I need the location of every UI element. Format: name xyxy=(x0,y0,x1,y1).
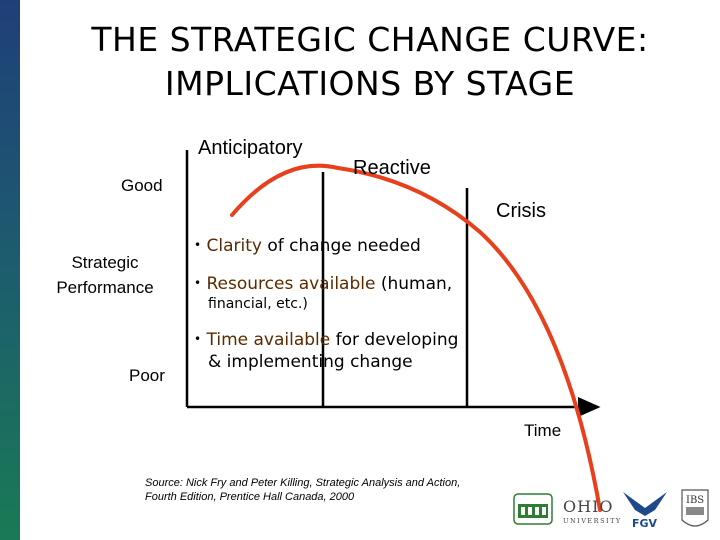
bullet-marker: • xyxy=(194,332,202,346)
bullet-item-clarity: • Clarity of change needed xyxy=(194,236,421,256)
source-citation: Source: Nick Fry and Peter Killing, Stra… xyxy=(145,476,460,504)
bullet-highlight-clarity: Clarity xyxy=(206,236,262,256)
bullet-item-resources: • Resources available (human, xyxy=(194,274,452,294)
title-line-2: IMPLICATIONS BY STAGE xyxy=(164,64,576,103)
source-line-1: Source: Nick Fry and Peter Killing, Stra… xyxy=(145,477,461,489)
source-line-2: Fourth Edition, Prentice Hall Canada, 20… xyxy=(145,491,355,503)
bullet-item-time: • Time available for developing xyxy=(194,330,458,350)
ibs-logo-text: IBS xyxy=(686,495,704,506)
y-axis-title-line-1: Strategic xyxy=(71,253,139,272)
fgv-logo-text: FGV xyxy=(632,517,658,530)
strategic-change-curve xyxy=(230,163,602,512)
bullet-text-time: for developing xyxy=(330,330,459,350)
ohio-logo-text: OHIO xyxy=(563,497,614,516)
x-axis-time-label: Time xyxy=(524,421,562,440)
bullet-highlight-resources: Resources available xyxy=(206,274,376,294)
bullet-continuation-resources: financial, etc.) xyxy=(208,296,308,312)
bullet-marker: • xyxy=(194,276,202,290)
stage-label-crisis: Crisis xyxy=(496,200,546,222)
y-axis-title: Strategic Performance xyxy=(30,250,180,300)
y-axis-title-line-2: Performance xyxy=(56,278,154,297)
title-line-1: THE STRATEGIC CHANGE CURVE: xyxy=(91,20,649,59)
logo-university-emblem xyxy=(513,493,553,525)
bullet-continuation-time: & implementing change xyxy=(208,352,413,372)
left-gradient-bar xyxy=(0,0,20,540)
logo-fgv: FGV xyxy=(623,492,667,530)
stage-label-reactive: Reactive xyxy=(353,157,431,179)
logo-ohio-university: OHIO UNIVERSITY xyxy=(563,497,622,525)
y-axis-poor-label: Poor xyxy=(129,366,165,385)
bullet-text-resources: (human, xyxy=(375,274,453,294)
bullet-highlight-time: Time available xyxy=(206,330,331,350)
y-axis-good-label: Good xyxy=(121,176,163,195)
bullet-text-clarity: of change needed xyxy=(261,236,421,256)
slide-title: THE STRATEGIC CHANGE CURVE: IMPLICATIONS… xyxy=(20,18,720,106)
stage-label-anticipatory: Anticipatory xyxy=(198,137,303,159)
logo-ibs-crest: IBS xyxy=(681,489,709,527)
ohio-logo-subtext: UNIVERSITY xyxy=(563,517,622,525)
bullet-marker: • xyxy=(194,238,202,252)
